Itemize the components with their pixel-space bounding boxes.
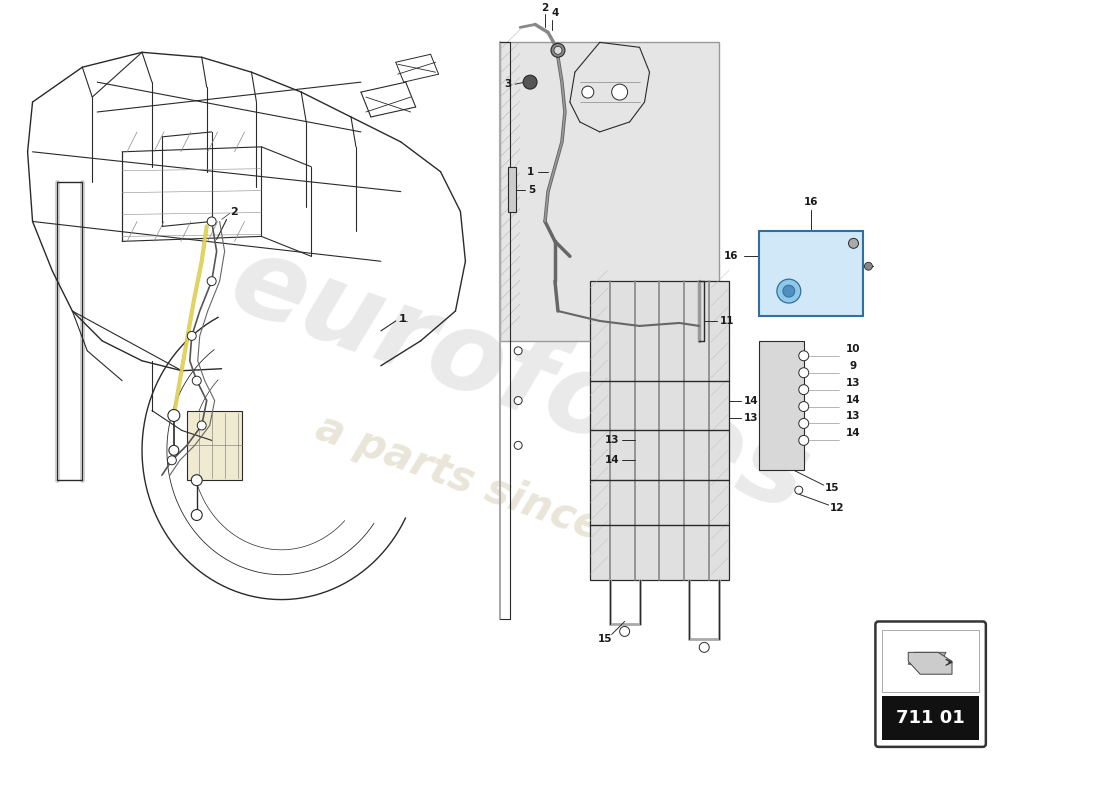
Circle shape (551, 43, 565, 58)
Circle shape (168, 410, 179, 422)
Circle shape (514, 347, 522, 355)
Circle shape (777, 279, 801, 303)
Circle shape (207, 277, 216, 286)
Text: 10: 10 (846, 344, 861, 354)
FancyBboxPatch shape (508, 166, 516, 211)
Text: 14: 14 (846, 429, 861, 438)
Circle shape (187, 331, 196, 340)
Circle shape (207, 217, 216, 226)
Polygon shape (909, 652, 946, 664)
FancyBboxPatch shape (882, 630, 979, 692)
Text: eurofores: eurofores (217, 226, 824, 534)
Circle shape (865, 262, 872, 270)
Circle shape (191, 474, 202, 486)
Text: 12: 12 (829, 503, 844, 513)
Text: 1: 1 (399, 314, 407, 324)
Circle shape (799, 385, 808, 394)
Text: 711 01: 711 01 (896, 709, 965, 727)
Circle shape (848, 238, 858, 248)
Text: 15: 15 (824, 483, 839, 493)
FancyBboxPatch shape (759, 231, 864, 316)
FancyBboxPatch shape (876, 622, 986, 747)
Circle shape (514, 397, 522, 405)
Text: 14: 14 (604, 455, 619, 466)
FancyBboxPatch shape (187, 410, 242, 480)
Circle shape (167, 456, 176, 465)
Text: 1: 1 (527, 166, 534, 177)
Circle shape (524, 75, 537, 89)
Circle shape (783, 285, 795, 297)
Text: 16: 16 (804, 197, 818, 206)
Circle shape (799, 368, 808, 378)
Polygon shape (909, 652, 952, 674)
FancyBboxPatch shape (500, 42, 719, 341)
Text: 14: 14 (744, 395, 758, 406)
Text: 3: 3 (505, 79, 512, 89)
Text: 13: 13 (846, 411, 861, 422)
Text: 13: 13 (604, 435, 619, 446)
Circle shape (582, 86, 594, 98)
Circle shape (192, 376, 201, 385)
Text: 11: 11 (719, 316, 735, 326)
Text: a parts since 1985: a parts since 1985 (310, 406, 730, 594)
Text: 2: 2 (230, 206, 238, 217)
FancyBboxPatch shape (759, 341, 804, 470)
Circle shape (799, 435, 808, 446)
Circle shape (795, 486, 803, 494)
Circle shape (799, 402, 808, 411)
Text: 13: 13 (744, 414, 758, 423)
Text: 9: 9 (850, 361, 857, 370)
Circle shape (197, 421, 206, 430)
Circle shape (612, 84, 628, 100)
Text: 16: 16 (724, 251, 738, 262)
Text: 14: 14 (846, 394, 861, 405)
Circle shape (799, 351, 808, 361)
Text: 5: 5 (528, 185, 536, 194)
Text: 2: 2 (541, 2, 549, 13)
Circle shape (700, 642, 710, 652)
FancyBboxPatch shape (882, 696, 979, 740)
Circle shape (554, 46, 562, 54)
Text: 4: 4 (551, 9, 559, 18)
Circle shape (191, 510, 202, 521)
Circle shape (799, 418, 808, 429)
Circle shape (169, 446, 179, 455)
Text: 13: 13 (846, 378, 861, 388)
Circle shape (514, 442, 522, 450)
Text: 15: 15 (597, 634, 612, 644)
Circle shape (619, 626, 629, 637)
FancyBboxPatch shape (590, 281, 729, 580)
